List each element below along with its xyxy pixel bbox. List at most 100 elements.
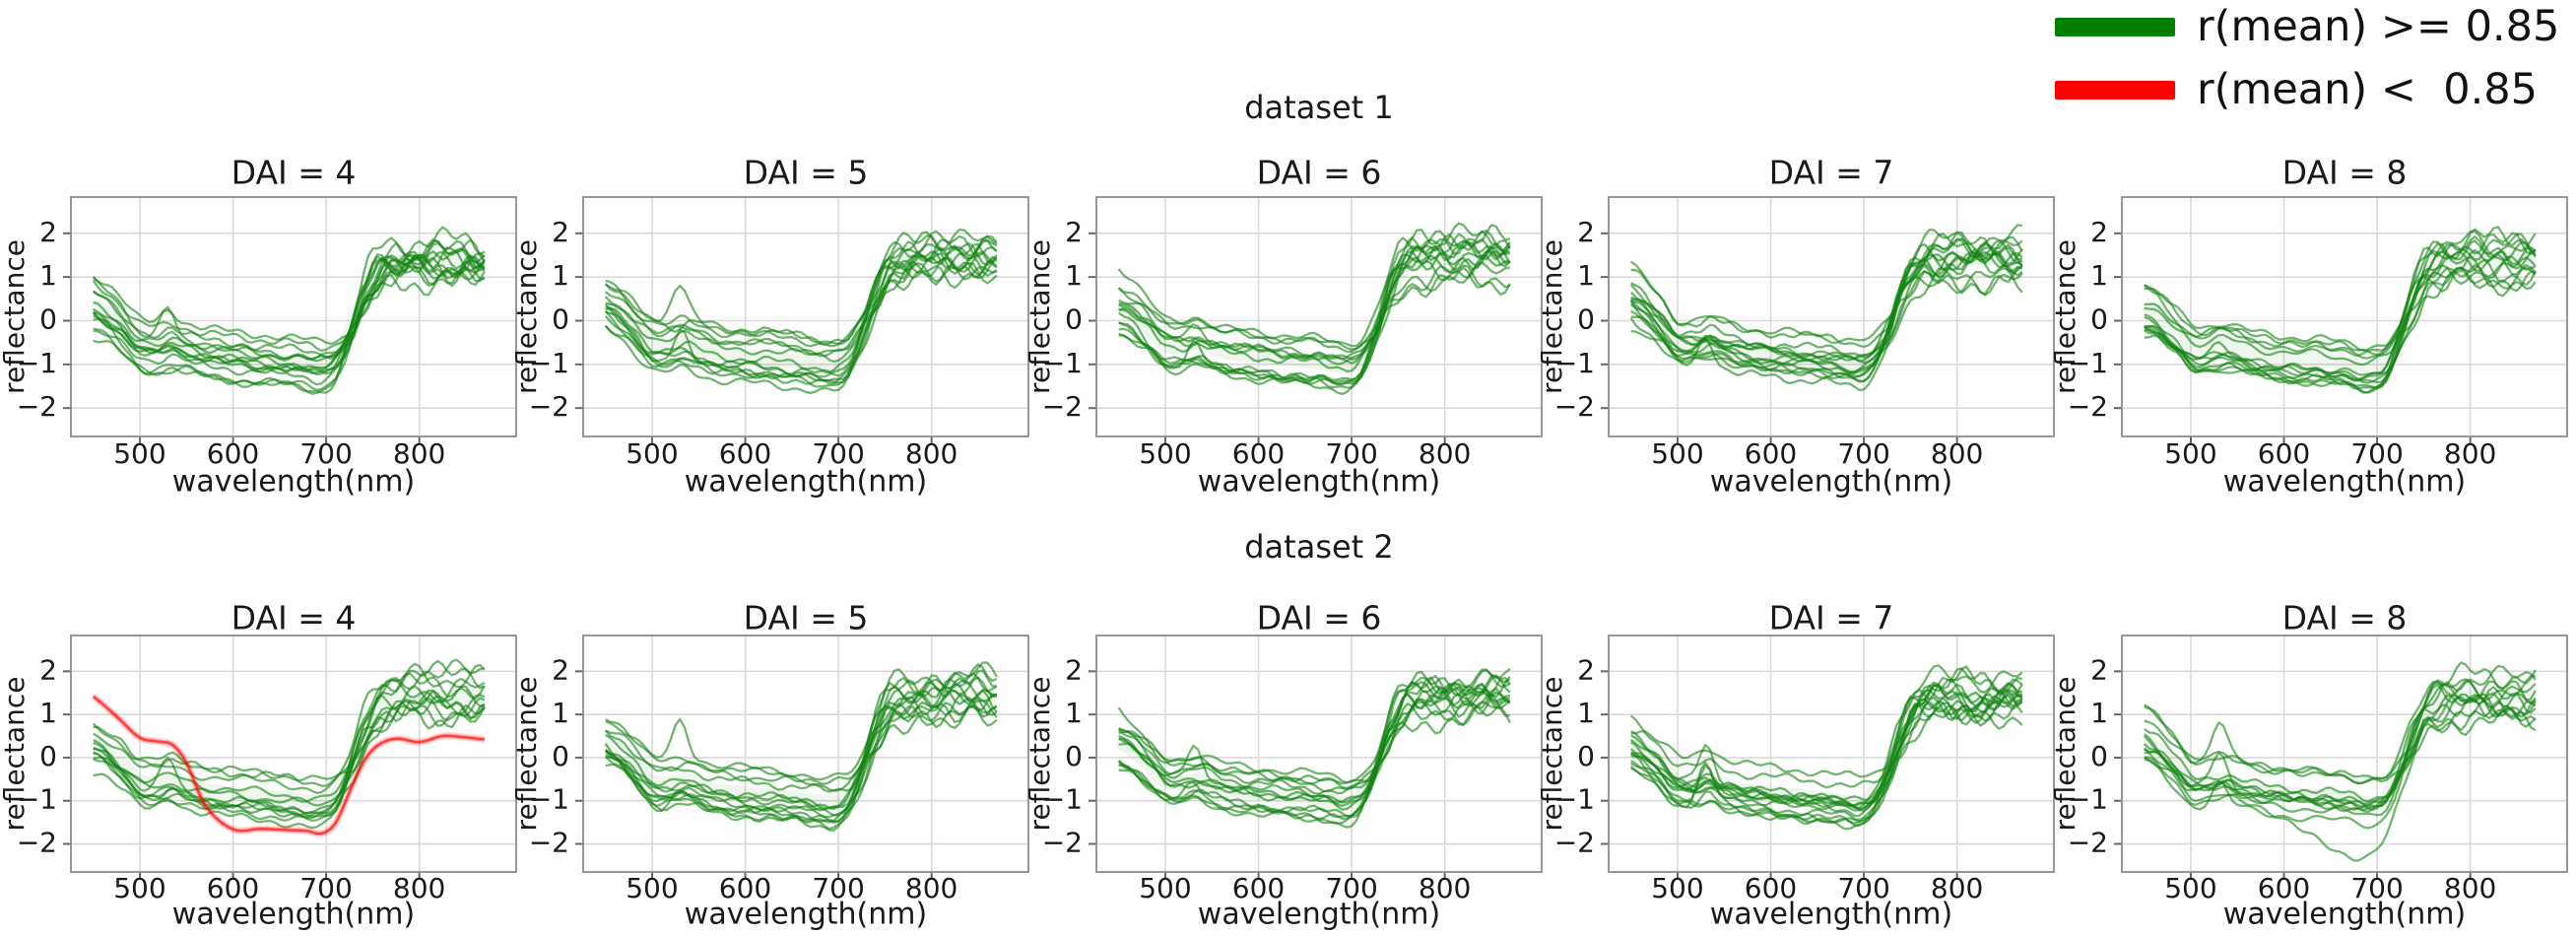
y-tick-label: 2	[39, 653, 57, 686]
spectral-line-green	[92, 249, 486, 353]
spectral-line-green	[92, 226, 486, 375]
spectral-line-green	[1118, 678, 1510, 811]
y-tick-label: 0	[1065, 740, 1083, 772]
legend-entry-green: r(mean) >= 0.85	[2055, 3, 2559, 50]
x-axis-label: wavelength(nm)	[685, 898, 927, 932]
y-tick-label: 2	[1065, 653, 1083, 686]
spectral-line-green	[93, 658, 485, 794]
spectra-lines	[90, 226, 486, 395]
spectral-line-green	[2144, 266, 2537, 376]
y-tick-label: 2	[2090, 216, 2108, 248]
y-tick-label: −1	[1042, 347, 1083, 379]
spectral-line-green	[93, 689, 486, 815]
x-tick-label: 700	[1325, 872, 1377, 904]
x-tick-label: 600	[1232, 872, 1285, 904]
panel-title: DAI = 4	[231, 154, 357, 192]
y-tick-label: 0	[552, 302, 569, 335]
y-axis-label: reflectance	[510, 239, 543, 394]
spectral-line-green	[1118, 705, 1511, 804]
y-tick-label: −2	[17, 390, 57, 423]
dataset-title: dataset 1	[1244, 89, 1394, 126]
panel-title: DAI = 4	[231, 599, 357, 637]
x-tick-label: 700	[1325, 437, 1377, 470]
x-axis-label: wavelength(nm)	[172, 465, 415, 500]
y-tick-label: 1	[552, 697, 569, 729]
x-tick-label: 600	[719, 872, 771, 904]
spectral-line-green	[2143, 661, 2537, 813]
panel-dataset1-dai6: DAI = 6 wavelength(nm) reflectance 500 600 70…	[1024, 154, 1543, 500]
spectral-line-green	[2144, 683, 2537, 830]
spectral-line-green	[1630, 233, 2023, 345]
panel-dataset1-dai4: DAI = 4 wavelength(nm) reflectance 500 600 70…	[0, 154, 517, 500]
x-tick-label: 600	[719, 437, 771, 470]
axes-box	[1608, 196, 2055, 437]
panel-title: DAI = 6	[1257, 154, 1382, 192]
axes-box	[70, 196, 517, 437]
spectral-line-green	[1630, 266, 2022, 359]
y-tick-label: 0	[2090, 740, 2108, 772]
y-axis-label: reflectance	[1536, 677, 1568, 832]
x-axis-label: wavelength(nm)	[1710, 898, 1952, 932]
x-tick-label: 600	[2258, 437, 2310, 470]
spectral-line-green	[605, 238, 998, 346]
spectral-line-green	[2144, 680, 2537, 811]
spectral-line-green	[605, 674, 997, 812]
spectra-lines	[2141, 226, 2537, 394]
x-tick-label: 600	[1745, 437, 1797, 470]
spectral-line-green	[2144, 230, 2537, 367]
y-tick-label: −2	[529, 390, 569, 423]
spectral-line-green	[2144, 248, 2537, 390]
x-tick-label: 500	[1651, 437, 1703, 470]
spectral-line-green	[605, 678, 998, 781]
x-tick-label: 800	[2444, 872, 2496, 904]
y-axis-label: reflectance	[510, 677, 543, 832]
x-tick-label: 500	[2164, 437, 2216, 470]
y-tick-label: −1	[1554, 347, 1595, 379]
spectral-line-green	[604, 230, 998, 348]
spectral-line-green	[93, 265, 486, 359]
x-tick-label: 600	[2258, 872, 2310, 904]
legend-entry-red: r(mean) < 0.85	[2055, 66, 2538, 113]
spectral-line-green	[604, 250, 998, 385]
x-axis-label: wavelength(nm)	[2223, 898, 2466, 932]
x-tick-label: 700	[812, 437, 864, 470]
panel-dataset1-dai5: DAI = 5 wavelength(nm) reflectance 500 600 70…	[510, 154, 1029, 500]
panel-dataset2-dai5: DAI = 5 wavelength(nm) reflectance 500 600 70…	[510, 599, 1029, 932]
x-tick-label: 700	[299, 437, 352, 470]
y-tick-label: −2	[1042, 390, 1083, 423]
x-tick-label: 600	[207, 872, 259, 904]
y-tick-label: −2	[2068, 827, 2108, 859]
x-tick-label: 800	[1419, 872, 1471, 904]
axes-box	[1608, 635, 2055, 873]
y-axis-label: reflectance	[1024, 239, 1056, 394]
panel-dataset2-dai4: DAI = 4 wavelength(nm) reflectance 500 600 70…	[0, 599, 517, 932]
y-tick-label: 0	[39, 740, 57, 772]
axes-box	[582, 635, 1029, 873]
panel-dataset2-dai8: DAI = 8 wavelength(nm) reflectance 500 600 70…	[2049, 599, 2568, 932]
y-tick-label: 2	[1577, 216, 1595, 248]
spectral-line-green	[1629, 693, 2023, 807]
legend-swatch-green-line	[2055, 17, 2175, 36]
spectral-line-green	[1629, 266, 2023, 365]
spectra-lines	[90, 658, 486, 837]
spectral-line-green	[93, 238, 486, 362]
spectral-line-green	[1630, 251, 2023, 349]
panel-title: DAI = 7	[1769, 154, 1894, 192]
spectral-line-green	[605, 690, 998, 792]
x-tick-label: 800	[905, 872, 958, 904]
spectral-line-green	[2144, 255, 2537, 384]
spectra-lines	[2141, 661, 2537, 862]
y-tick-label: 1	[1577, 259, 1595, 292]
y-tick-label: −1	[2068, 783, 2108, 816]
spectral-line-green	[2143, 675, 2536, 817]
x-tick-label: 700	[299, 872, 352, 904]
y-axis-label: reflectance	[1024, 677, 1056, 832]
y-tick-label: 0	[1577, 302, 1595, 335]
y-tick-label: 1	[1065, 697, 1083, 729]
axes-box	[1095, 196, 1543, 437]
y-tick-label: 2	[1065, 216, 1083, 248]
panel-title: DAI = 5	[744, 599, 869, 637]
x-tick-label: 500	[1139, 437, 1191, 470]
spectral-line-green	[605, 238, 998, 382]
spectral-line-green	[1630, 678, 2023, 778]
